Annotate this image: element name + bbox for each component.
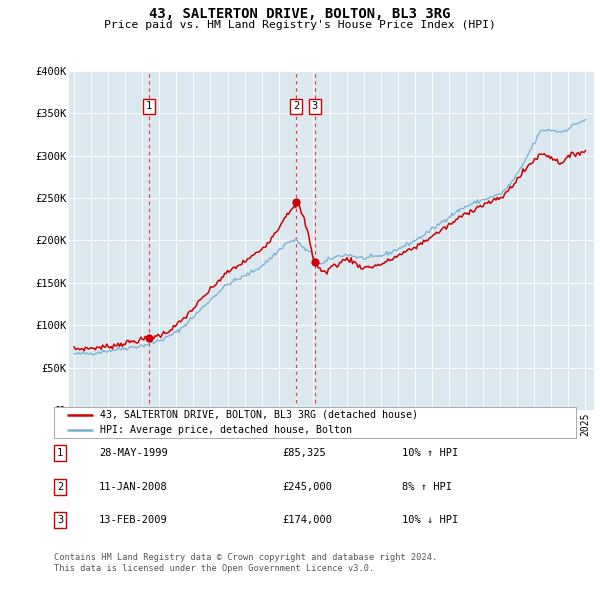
Text: 3: 3 <box>57 516 63 525</box>
Point <box>145 333 154 342</box>
Point <box>310 258 320 267</box>
Text: 3: 3 <box>311 101 318 112</box>
Text: 10% ↓ HPI: 10% ↓ HPI <box>402 516 458 525</box>
Text: HPI: Average price, detached house, Bolton: HPI: Average price, detached house, Bolt… <box>100 425 352 435</box>
Text: Price paid vs. HM Land Registry's House Price Index (HPI): Price paid vs. HM Land Registry's House … <box>104 20 496 30</box>
Text: Contains HM Land Registry data © Crown copyright and database right 2024.
This d: Contains HM Land Registry data © Crown c… <box>54 553 437 573</box>
Text: 43, SALTERTON DRIVE, BOLTON, BL3 3RG: 43, SALTERTON DRIVE, BOLTON, BL3 3RG <box>149 7 451 21</box>
Text: 28-MAY-1999: 28-MAY-1999 <box>99 448 168 458</box>
Text: 2: 2 <box>57 482 63 491</box>
Text: 1: 1 <box>57 448 63 458</box>
Text: 10% ↑ HPI: 10% ↑ HPI <box>402 448 458 458</box>
Text: £174,000: £174,000 <box>282 516 332 525</box>
Text: 1: 1 <box>146 101 152 112</box>
Text: £245,000: £245,000 <box>282 482 332 491</box>
Text: 2: 2 <box>293 101 299 112</box>
Text: 13-FEB-2009: 13-FEB-2009 <box>99 516 168 525</box>
Point <box>292 198 301 207</box>
Text: £85,325: £85,325 <box>282 448 326 458</box>
Text: 8% ↑ HPI: 8% ↑ HPI <box>402 482 452 491</box>
Text: 43, SALTERTON DRIVE, BOLTON, BL3 3RG (detached house): 43, SALTERTON DRIVE, BOLTON, BL3 3RG (de… <box>100 410 418 420</box>
Text: 11-JAN-2008: 11-JAN-2008 <box>99 482 168 491</box>
